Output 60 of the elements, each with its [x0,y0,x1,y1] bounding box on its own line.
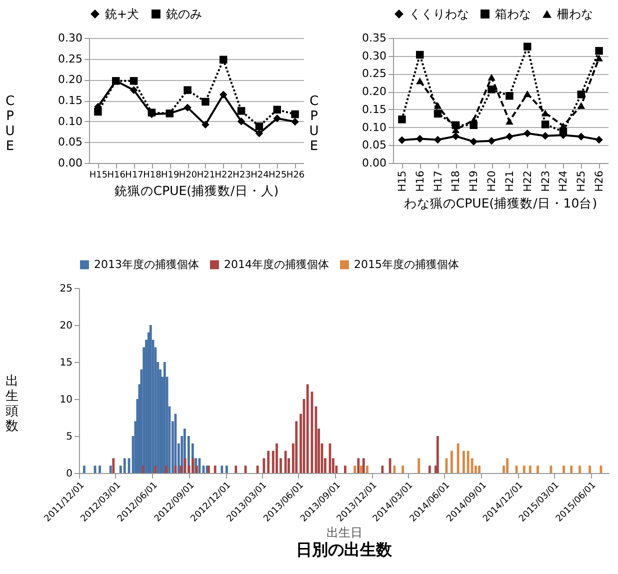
legend-label: 2013年度の捕獲個体 [94,258,199,271]
x-tick-label: H24 [558,170,570,192]
x-tick-label: H23 [540,170,552,192]
x-tick-label: H21 [504,170,516,192]
y-axis-title: 出生頭数 [5,374,18,434]
x-tick-label: H19 [468,170,480,192]
x-tick-label: H24 [250,170,270,180]
legend-label: 2014年度の捕獲個体 [224,258,329,271]
text: わな猟のCPUE(捕獲数/日・10台) [404,195,598,210]
y-tick-label: 0.30 [58,32,82,44]
y-tick-label: 0.20 [362,85,386,98]
y-tick-label: 0.15 [362,102,386,116]
y-axis-title: CPUE [309,94,319,154]
x-tick-label: H22 [522,170,534,192]
text: 日別の出生数 [296,540,393,560]
x-tick-label: H26 [594,170,606,192]
x-tick-label: H17 [432,170,444,192]
x-tick-label: H25 [576,170,588,192]
legend-label: 柵わな [557,7,593,21]
y-tick-label: 0.30 [362,49,386,62]
x-tick-label: H15 [89,170,108,180]
x-tick-label: H16 [414,170,426,192]
y-tick-label: 0.15 [58,94,82,107]
y-tick-label: 0.00 [58,156,82,170]
x-tick-label: H18 [450,170,462,192]
x-tick-label: H20 [178,170,198,180]
y-tick-label: 0.20 [58,73,82,86]
y-tick-label: 5 [66,432,72,442]
x-tick-label: H19 [161,170,180,180]
x-tick-label: H20 [486,170,498,192]
y-tick-label: 0.05 [362,138,386,152]
text: 銃猟のCPUE(捕獲数/日・人) [114,183,279,198]
y-tick-label: 0.10 [362,120,386,134]
x-axis-title: 出生日 [326,526,362,540]
y-tick-label: 0.25 [58,52,82,66]
legend-label: 箱わな [495,7,531,21]
legend-label: 銃+犬 [105,7,140,21]
y-tick-label: 0.25 [362,67,386,80]
x-tick-label: H25 [268,170,287,180]
legend-label: くくりわな [409,7,469,21]
x-tick-label: H22 [214,170,233,180]
x-tick-label: H16 [107,170,126,180]
x-tick-label: H18 [143,170,162,180]
y-tick-label: 0 [66,468,72,480]
y-axis-title: CPUE [5,94,15,154]
x-tick-label: H26 [286,170,305,180]
x-tick-label: H15 [396,170,408,192]
legend-label: 銃のみ [166,7,202,21]
y-tick-label: 0.10 [58,114,82,128]
x-tick-label: H17 [125,170,144,180]
y-tick-label: 10 [60,394,72,406]
y-tick-label: 0.35 [362,32,386,44]
y-tick-label: 0.05 [58,136,82,149]
y-tick-label: 25 [60,284,72,294]
y-tick-label: 20 [60,320,72,332]
y-tick-label: 0.00 [362,156,386,170]
x-tick-label: H23 [232,170,251,180]
legend-label: 2015年度の捕獲個体 [354,258,459,271]
y-tick-label: 15 [60,358,72,368]
x-tick-label: H21 [196,170,216,180]
